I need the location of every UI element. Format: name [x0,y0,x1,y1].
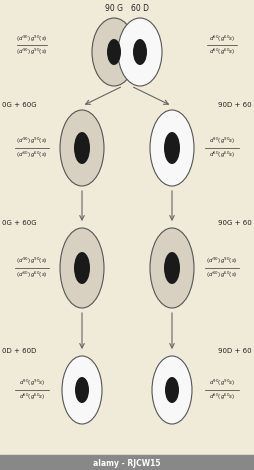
Ellipse shape [107,39,121,65]
Text: $(d^{90})\,g^{90}(s)$: $(d^{90})\,g^{90}(s)$ [16,256,48,266]
Text: 90 G: 90 G [105,4,123,13]
Ellipse shape [74,252,90,284]
Ellipse shape [150,228,194,308]
Ellipse shape [150,110,194,186]
Text: 0G + 60G: 0G + 60G [2,102,37,108]
Text: $(d^{60})\,g^{60}(s)$: $(d^{60})\,g^{60}(s)$ [16,149,48,160]
Text: $d^{90}(g^{90}s)$: $d^{90}(g^{90}s)$ [209,378,235,389]
Ellipse shape [62,356,102,424]
Ellipse shape [164,252,180,284]
Text: $d^{60}(g^{60}s)$: $d^{60}(g^{60}s)$ [209,33,235,44]
Text: $d^{60}(g^{60}s)$: $d^{60}(g^{60}s)$ [209,392,235,402]
Text: 0G + 60G: 0G + 60G [2,220,37,226]
Text: $d^{60}(g^{60}s)$: $d^{60}(g^{60}s)$ [209,47,235,57]
Text: $(d^{60})\,g^{60}(s)$: $(d^{60})\,g^{60}(s)$ [16,269,48,280]
Ellipse shape [164,132,180,164]
Text: $(d^{90})\,g^{90}(s)$: $(d^{90})\,g^{90}(s)$ [16,136,48,147]
Text: 90D + 60: 90D + 60 [218,102,252,108]
Text: $(d^{60})\,g^{60}(s)$: $(d^{60})\,g^{60}(s)$ [206,269,238,280]
Text: 60 D: 60 D [131,4,149,13]
Ellipse shape [165,377,179,403]
Text: $d^{90}(g^{90}s)$: $d^{90}(g^{90}s)$ [19,378,45,389]
Ellipse shape [75,377,89,403]
Ellipse shape [92,18,136,86]
Text: alamy - RJCW15: alamy - RJCW15 [93,459,161,468]
Text: 90D + 60: 90D + 60 [218,348,252,354]
Ellipse shape [60,110,104,186]
Text: $(d^{90})\,g^{90}(s)$: $(d^{90})\,g^{90}(s)$ [16,47,48,57]
Ellipse shape [152,356,192,424]
Ellipse shape [118,18,162,86]
Ellipse shape [74,132,90,164]
Text: 0D + 60D: 0D + 60D [2,348,36,354]
Text: $(d^{90})\,g^{90}(s)$: $(d^{90})\,g^{90}(s)$ [16,33,48,44]
Text: $d^{60}(g^{60}s)$: $d^{60}(g^{60}s)$ [19,392,45,402]
Ellipse shape [133,39,147,65]
Text: $d^{60}(g^{60}s)$: $d^{60}(g^{60}s)$ [209,149,235,160]
Text: 90G + 60: 90G + 60 [218,220,252,226]
Ellipse shape [60,228,104,308]
Text: $d^{90}(g^{90}s)$: $d^{90}(g^{90}s)$ [209,136,235,147]
Text: $(d^{90})\,g^{90}(s)$: $(d^{90})\,g^{90}(s)$ [206,256,238,266]
